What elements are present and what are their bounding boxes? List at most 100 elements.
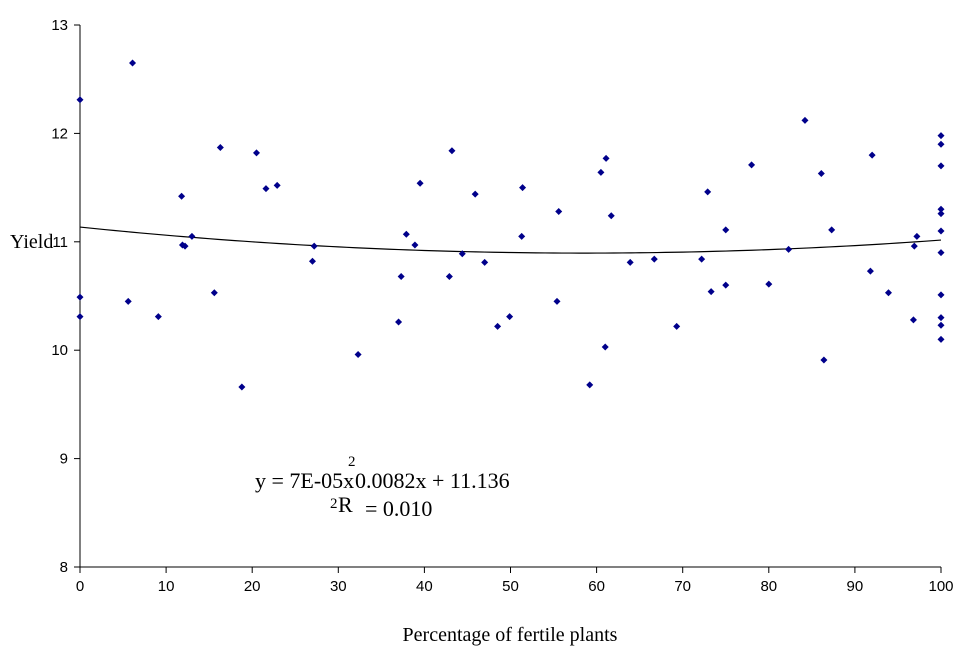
data-point	[937, 335, 945, 343]
data-point	[704, 188, 712, 196]
data-point	[448, 147, 456, 155]
data-point	[707, 288, 715, 296]
data-point	[817, 170, 825, 178]
data-point	[650, 255, 658, 263]
data-point	[868, 151, 876, 159]
x-tick-label: 30	[330, 578, 347, 595]
data-point	[937, 321, 945, 329]
trendline-curve	[79, 226, 942, 254]
data-point	[801, 116, 809, 124]
x-tick-label: 20	[244, 578, 261, 595]
data-point	[129, 59, 137, 67]
data-point	[937, 132, 945, 140]
x-tick-label: 10	[158, 578, 175, 595]
equation-line2: = 0.010	[365, 496, 432, 521]
data-point	[416, 179, 424, 187]
trendline-equation: y = 7E-05x 2 0.0082x + 11.136 2 R = 0.01…	[255, 454, 510, 521]
data-point	[602, 154, 610, 162]
x-tick-label: 80	[760, 578, 777, 595]
y-axis-label: Yield	[10, 231, 53, 253]
x-axis-label: Percentage of fertile plants	[403, 624, 618, 646]
equation-line1-rest: 0.0082x + 11.136	[355, 468, 510, 493]
trendline-layer	[79, 226, 942, 254]
x-tick-label: 90	[847, 578, 864, 595]
data-point	[308, 257, 316, 265]
data-point	[597, 168, 605, 176]
data-point	[866, 267, 874, 275]
x-tick-label: 0	[76, 578, 84, 595]
equation-superscript-2: 2	[330, 496, 338, 512]
data-point	[238, 383, 246, 391]
data-point	[154, 313, 162, 321]
data-point	[124, 297, 132, 305]
data-point	[586, 381, 594, 389]
equation-superscript-1: 2	[348, 454, 356, 470]
y-tick-label: 9	[60, 451, 68, 468]
y-tick-label: 12	[51, 125, 68, 142]
data-point	[397, 272, 405, 280]
data-point	[937, 227, 945, 235]
data-point	[253, 149, 261, 157]
data-point	[76, 293, 84, 301]
data-point	[76, 313, 84, 321]
data-point	[785, 245, 793, 253]
data-point	[188, 232, 196, 240]
data-point	[937, 314, 945, 322]
data-point	[481, 258, 489, 266]
data-point	[937, 210, 945, 218]
y-tick-label: 11	[52, 234, 68, 251]
data-point	[910, 242, 918, 250]
data-point	[607, 212, 615, 220]
data-point	[178, 192, 186, 200]
data-point	[471, 190, 479, 198]
data-point	[181, 242, 189, 250]
data-point	[445, 272, 453, 280]
x-tick-label: 40	[416, 578, 433, 595]
data-point	[216, 143, 224, 151]
equation-line1: y = 7E-05x	[255, 468, 354, 493]
x-tick-label: 50	[502, 578, 519, 595]
data-point	[354, 351, 362, 359]
data-point	[458, 250, 466, 258]
data-point	[519, 184, 527, 192]
data-point	[518, 232, 526, 240]
data-point	[913, 232, 921, 240]
data-point	[673, 322, 681, 330]
data-point	[555, 207, 563, 215]
y-tick-label: 8	[60, 559, 68, 576]
data-point	[494, 322, 502, 330]
data-point	[748, 161, 756, 169]
data-point	[828, 226, 836, 234]
data-point	[273, 181, 281, 189]
y-tick-label: 13	[51, 17, 68, 34]
x-tick-label: 100	[928, 578, 953, 595]
data-point	[765, 280, 773, 288]
data-point	[937, 249, 945, 257]
data-point	[937, 291, 945, 299]
data-point	[210, 289, 218, 297]
equation-r-label: R	[338, 492, 353, 517]
data-point	[310, 242, 318, 250]
data-point	[402, 230, 410, 238]
x-tick-label: 60	[588, 578, 605, 595]
data-point	[884, 289, 892, 297]
data-point	[76, 96, 84, 104]
data-point	[820, 356, 828, 364]
data-point	[506, 313, 514, 321]
y-tick-label: 10	[51, 342, 68, 359]
data-point	[626, 258, 634, 266]
x-tick-label: 70	[674, 578, 691, 595]
data-point	[937, 162, 945, 170]
data-point	[553, 297, 561, 305]
tick-labels: 8 9 10 11 12 13 0 10 20 30 40 50 60 70 80 90 100	[51, 17, 953, 595]
data-point	[909, 316, 917, 324]
data-point	[722, 281, 730, 289]
data-point	[395, 318, 403, 326]
data-point	[937, 140, 945, 148]
data-points	[76, 59, 945, 391]
data-point	[601, 343, 609, 351]
data-point	[411, 241, 419, 249]
data-point	[698, 255, 706, 263]
data-point	[722, 226, 730, 234]
